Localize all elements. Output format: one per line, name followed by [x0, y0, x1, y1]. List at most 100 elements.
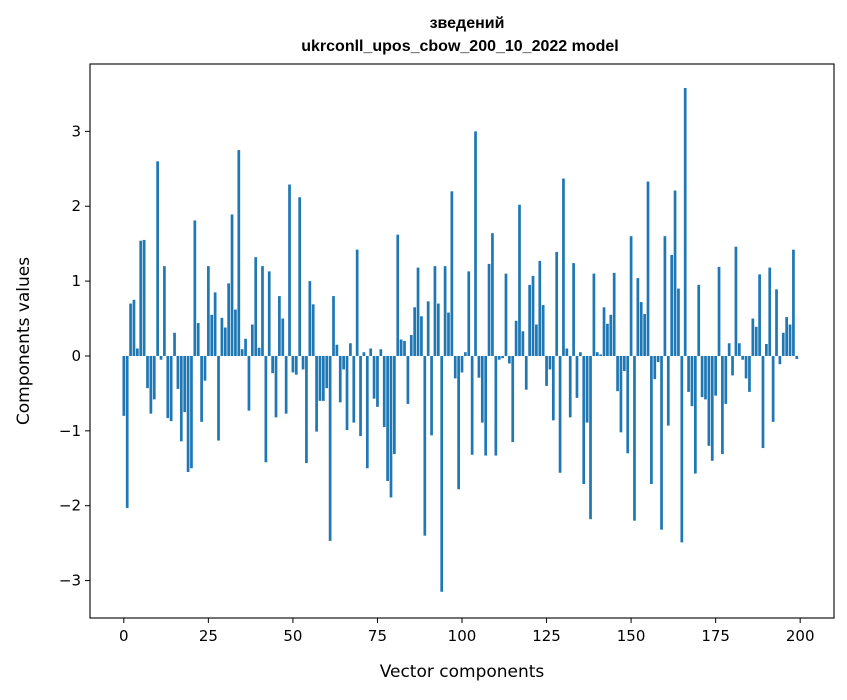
bar-101 — [464, 352, 467, 356]
bar-117 — [518, 204, 521, 356]
bar-114 — [507, 355, 511, 364]
bar-99 — [457, 355, 460, 490]
bar-140 — [595, 352, 599, 356]
bar-95 — [443, 266, 447, 356]
bar-128 — [555, 251, 559, 356]
bar-125 — [545, 355, 548, 386]
bar-113 — [504, 273, 508, 356]
bar-122 — [535, 324, 538, 356]
bar-131 — [565, 348, 569, 356]
bar-172 — [704, 355, 707, 400]
bar-89 — [423, 355, 427, 536]
x-tick-label: 75 — [368, 627, 387, 645]
bar-59 — [321, 355, 325, 401]
bar-159 — [660, 355, 663, 530]
y-tick-label: −2 — [59, 497, 81, 515]
bar-150 — [629, 236, 633, 356]
bar-141 — [599, 354, 603, 356]
bar-126 — [548, 355, 552, 370]
bar-79 — [389, 355, 393, 498]
bar-177 — [721, 355, 724, 455]
bar-120 — [528, 284, 531, 356]
bar-104 — [474, 131, 477, 356]
bar-43 — [267, 271, 271, 356]
bar-112 — [501, 355, 504, 359]
bar-81 — [396, 234, 400, 356]
bar-73 — [369, 348, 373, 356]
y-tick-label: −1 — [59, 422, 81, 440]
bar-147 — [619, 355, 623, 433]
bar-3 — [132, 299, 136, 356]
bar-69 — [355, 249, 359, 356]
bar-163 — [673, 190, 677, 356]
bar-71 — [362, 352, 366, 356]
y-tick-label: 1 — [71, 272, 81, 290]
bar-190 — [765, 343, 768, 356]
bar-58 — [318, 355, 322, 401]
bar-82 — [399, 339, 403, 356]
bar-83 — [403, 341, 406, 356]
bar-119 — [524, 355, 528, 390]
bar-41 — [261, 266, 264, 356]
bar-4 — [135, 348, 139, 356]
x-tick-label: 175 — [701, 627, 730, 645]
chart-title: зведений — [430, 15, 505, 32]
bar-9 — [152, 355, 156, 400]
bar-6 — [142, 239, 146, 356]
bar-19 — [186, 355, 190, 473]
bar-75 — [376, 355, 379, 407]
bar-199 — [795, 355, 799, 359]
bar-178 — [724, 355, 728, 404]
bar-63 — [335, 344, 339, 356]
y-tick-label: 3 — [71, 122, 81, 140]
bar-93 — [436, 303, 440, 356]
bar-148 — [622, 355, 626, 371]
bar-179 — [727, 343, 731, 356]
bar-123 — [538, 260, 542, 356]
bar-44 — [271, 355, 274, 374]
bar-51 — [294, 355, 298, 375]
bar-130 — [562, 178, 565, 356]
bar-171 — [700, 355, 704, 398]
bar-158 — [656, 355, 660, 362]
bar-56 — [311, 304, 315, 356]
bar-133 — [572, 263, 575, 356]
bar-167 — [687, 355, 690, 392]
bar-72 — [365, 355, 369, 469]
bar-173 — [707, 355, 711, 446]
bar-111 — [497, 355, 501, 360]
bar-169 — [693, 355, 697, 474]
bar-8 — [149, 355, 153, 414]
bar-134 — [575, 355, 579, 398]
bar-84 — [406, 355, 410, 404]
bar-16 — [176, 355, 180, 389]
bar-195 — [781, 332, 785, 356]
y-tick-label: 0 — [71, 347, 81, 365]
bar-176 — [717, 266, 721, 356]
bar-68 — [352, 355, 356, 423]
bar-187 — [754, 326, 758, 356]
bar-53 — [301, 355, 305, 370]
bar-38 — [250, 324, 254, 356]
bar-182 — [737, 343, 741, 356]
bar-10 — [156, 161, 159, 356]
bar-153 — [639, 302, 643, 356]
bar-80 — [393, 355, 396, 455]
bar-142 — [602, 307, 606, 356]
bar-86 — [413, 307, 417, 356]
bar-49 — [288, 184, 291, 356]
bar-23 — [200, 355, 203, 422]
bar-132 — [568, 355, 572, 418]
bar-146 — [616, 355, 619, 392]
bar-129 — [558, 355, 562, 473]
bar-186 — [751, 318, 755, 356]
bar-165 — [680, 355, 684, 543]
bar-50 — [291, 355, 295, 373]
bar-60 — [325, 355, 329, 389]
bar-1 — [125, 355, 129, 508]
bar-40 — [257, 347, 261, 356]
bar-62 — [332, 296, 335, 356]
bar-161 — [666, 355, 670, 426]
bar-42 — [264, 355, 268, 463]
